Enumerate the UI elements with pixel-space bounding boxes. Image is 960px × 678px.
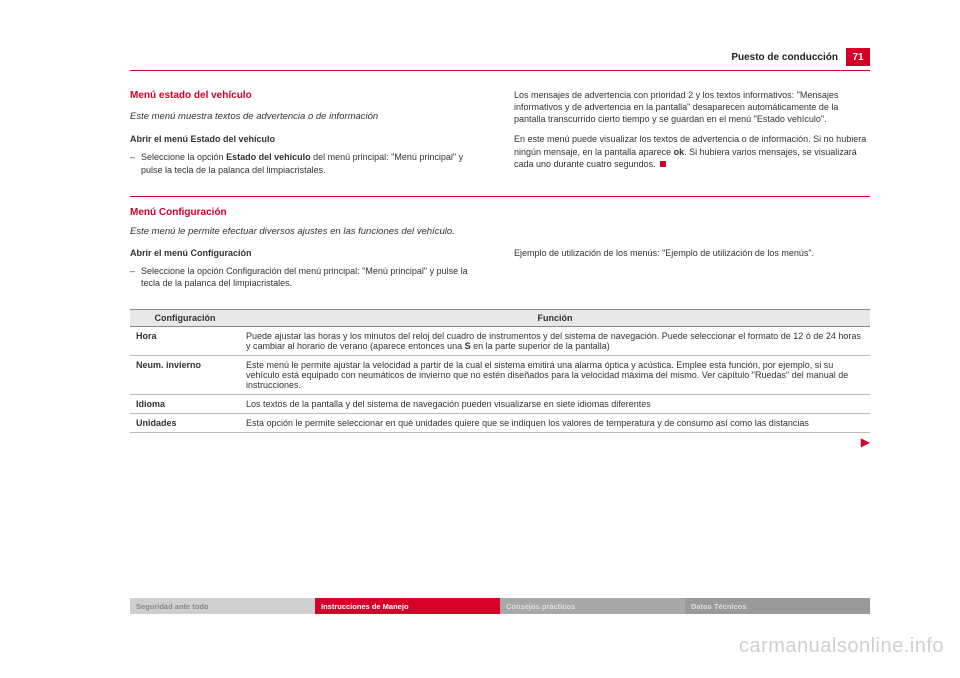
- table-cell-value: Este menú le permite ajustar la velocida…: [240, 356, 870, 395]
- bullet-dash: –: [130, 265, 135, 289]
- table-header-config: Configuración: [130, 310, 240, 327]
- text-bold: Estado del vehículo: [226, 152, 311, 162]
- section-vehicle-status: Menú estado del vehículo Este menú muest…: [130, 89, 870, 184]
- section-lead: Este menú muestra textos de advertencia …: [130, 111, 486, 124]
- table-cell-value: Los textos de la pantalla y del sistema …: [240, 395, 870, 414]
- left-column: Menú estado del vehículo Este menú muest…: [130, 89, 486, 184]
- configuration-table: Configuración Función Hora Puede ajustar…: [130, 309, 870, 433]
- table-row: Neum. invierno Este menú le permite ajus…: [130, 356, 870, 395]
- end-of-section-icon: [660, 161, 666, 167]
- footer-tab-tips: Consejos prácticos: [500, 598, 685, 614]
- table-header-row: Configuración Función: [130, 310, 870, 327]
- section-heading: Menú Configuración: [130, 207, 870, 218]
- text-pre: Seleccione la opción: [141, 152, 226, 162]
- footer-tab-safety: Seguridad ante todo: [130, 598, 315, 614]
- instruction-item: – Seleccione la opción Estado del vehícu…: [130, 151, 486, 175]
- instruction-text: Seleccione la opción Estado del vehículo…: [141, 151, 486, 175]
- body-paragraph: En este menú puede visualizar los textos…: [514, 133, 870, 169]
- page-number-badge: 71: [846, 48, 870, 66]
- table-cell-value: Esta opción le permite seleccionar en qu…: [240, 414, 870, 433]
- body-paragraph: Ejemplo de utilización de los menús: "Ej…: [514, 247, 870, 259]
- table-row: Hora Puede ajustar las horas y los minut…: [130, 327, 870, 356]
- chapter-title: Puesto de conducción: [731, 52, 838, 63]
- table-header-function: Función: [240, 310, 870, 327]
- section-configuration: Menú Configuración Este menú le permite …: [130, 207, 870, 449]
- watermark: carmanualsonline.info: [739, 635, 944, 658]
- right-column: Ejemplo de utilización de los menús: "Ej…: [514, 247, 870, 297]
- section-lead: Este menú le permite efectuar diversos a…: [130, 226, 870, 237]
- text-bold: ok: [674, 147, 685, 157]
- sub-heading: Abrir el menú Estado del vehículo: [130, 133, 486, 145]
- table-cell-value: Puede ajustar las horas y los minutos de…: [240, 327, 870, 356]
- header-rule: [130, 70, 870, 71]
- manual-page: Puesto de conducción 71 Menú estado del …: [0, 0, 960, 678]
- table-cell-key: Hora: [130, 327, 240, 356]
- continues-icon: ▶: [130, 435, 870, 449]
- table-cell-key: Unidades: [130, 414, 240, 433]
- footer-tab-instructions: Instrucciones de Manejo: [315, 598, 500, 614]
- section-divider: [130, 196, 870, 197]
- text-post: en la parte superior de la pantalla): [471, 341, 610, 351]
- table-row: Idioma Los textos de la pantalla y del s…: [130, 395, 870, 414]
- section-heading: Menú estado del vehículo: [130, 89, 486, 103]
- sub-heading: Abrir el menú Configuración: [130, 247, 486, 259]
- instruction-item: – Seleccione la opción Configuración del…: [130, 265, 486, 289]
- table-cell-key: Idioma: [130, 395, 240, 414]
- config-columns: Abrir el menú Configuración – Seleccione…: [130, 247, 870, 297]
- page-header: Puesto de conducción 71: [130, 48, 870, 66]
- table-cell-key: Neum. invierno: [130, 356, 240, 395]
- left-column: Abrir el menú Configuración – Seleccione…: [130, 247, 486, 297]
- instruction-text: Seleccione la opción Configuración del m…: [141, 265, 486, 289]
- footer-tab-tech: Datos Técnicos: [685, 598, 870, 614]
- table-row: Unidades Esta opción le permite seleccio…: [130, 414, 870, 433]
- body-paragraph: Los mensajes de advertencia con priorida…: [514, 89, 870, 125]
- bullet-dash: –: [130, 151, 135, 175]
- footer-tabs: Seguridad ante todo Instrucciones de Man…: [130, 598, 870, 614]
- right-column: Los mensajes de advertencia con priorida…: [514, 89, 870, 184]
